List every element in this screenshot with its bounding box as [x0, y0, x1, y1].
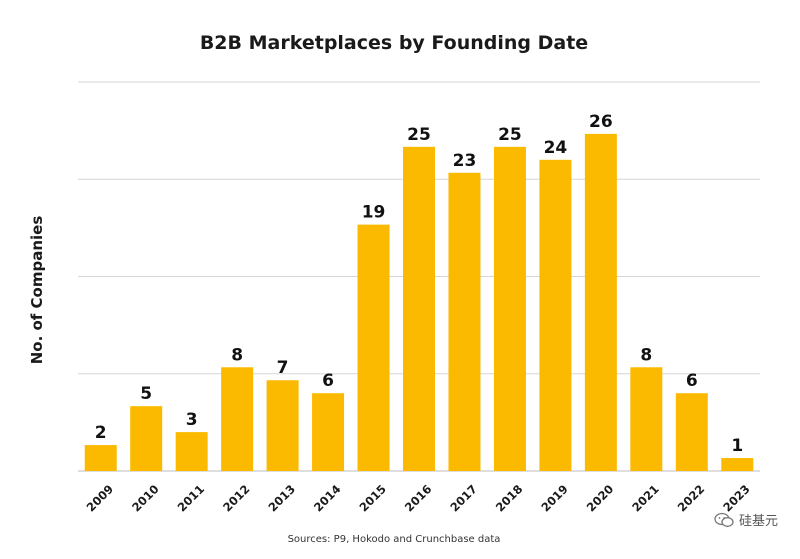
x-tick-2013: 2013	[266, 482, 299, 515]
value-label-2020: 26	[589, 112, 613, 132]
bar-2019	[539, 159, 572, 472]
x-tick-labels: 2009 2010 2011 2012 2013 2014 2015 2016 2017 2018…	[84, 482, 753, 515]
value-label-2012: 8	[231, 345, 243, 365]
x-tick-2017: 2017	[447, 482, 480, 515]
value-label-2017: 23	[453, 151, 477, 171]
value-label-2021: 8	[640, 345, 652, 365]
x-tick-2011: 2011	[175, 482, 208, 515]
bar-2013	[266, 380, 299, 471]
bar-2021	[630, 367, 663, 471]
x-tick-2022: 2022	[675, 482, 708, 515]
value-label-2010: 5	[140, 384, 152, 404]
x-tick-2015: 2015	[356, 482, 389, 515]
bar-2014	[312, 393, 345, 471]
value-label-2023: 1	[731, 436, 743, 456]
x-tick-2009: 2009	[84, 482, 117, 515]
bar-2020	[584, 133, 617, 471]
bar-2015	[357, 224, 390, 471]
y-axis-label: No. of Companies	[28, 216, 46, 365]
value-label-2016: 25	[407, 125, 431, 145]
x-tick-2020: 2020	[584, 482, 617, 515]
bar-2022	[675, 393, 708, 471]
bar-2016	[403, 146, 435, 472]
watermark: 硅基元	[714, 510, 778, 529]
x-tick-2018: 2018	[493, 482, 526, 515]
value-label-2013: 7	[277, 358, 289, 378]
x-tick-2019: 2019	[538, 482, 571, 515]
x-tick-2016: 2016	[402, 482, 435, 515]
x-tick-2010: 2010	[129, 482, 162, 515]
value-label-2009: 2	[95, 423, 107, 443]
bar-2023	[721, 458, 754, 471]
x-tick-2021: 2021	[629, 482, 662, 515]
watermark-text: 硅基元	[738, 514, 778, 529]
bar-2012	[221, 367, 254, 471]
value-label-2018: 25	[498, 125, 522, 145]
value-label-2019: 24	[544, 138, 568, 158]
bar-2011	[175, 432, 208, 471]
bar-2017	[448, 172, 481, 471]
bar-2010	[130, 406, 163, 471]
value-label-2022: 6	[686, 371, 698, 391]
bars	[84, 133, 754, 472]
source-note: Sources: P9, Hokodo and Crunchbase data	[288, 534, 501, 545]
bar-2018	[493, 146, 526, 472]
wechat-icon	[714, 512, 734, 527]
bar-2009	[84, 445, 117, 471]
x-tick-2014: 2014	[311, 482, 344, 515]
chart-title: B2B Marketplaces by Founding Date	[200, 32, 588, 54]
value-label-2011: 3	[186, 410, 198, 430]
value-label-2015: 19	[362, 203, 386, 223]
value-label-2014: 6	[322, 371, 334, 391]
x-tick-2012: 2012	[220, 482, 253, 515]
